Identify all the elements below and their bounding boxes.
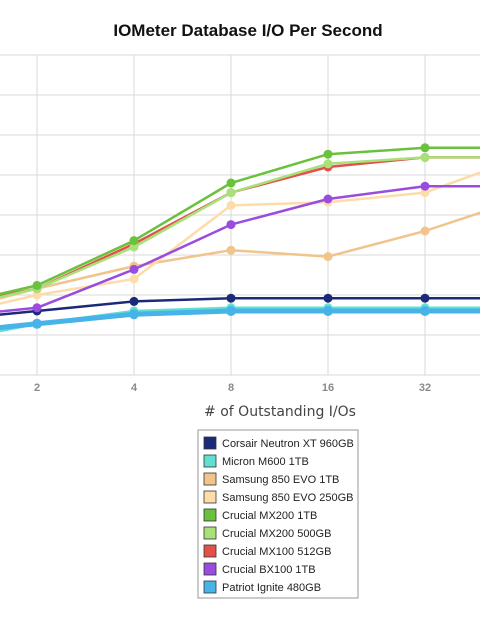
data-point <box>420 143 430 153</box>
data-point <box>420 152 430 162</box>
data-point <box>226 220 236 230</box>
x-axis-label: # of Outstanding I/Os <box>204 404 356 420</box>
legend-label: Samsung 850 EVO 1TB <box>222 474 339 486</box>
data-point <box>226 188 236 198</box>
legend-label: Crucial MX200 500GB <box>222 528 331 540</box>
data-point <box>32 280 42 290</box>
data-point <box>129 309 139 320</box>
data-point <box>420 188 430 198</box>
data-point <box>323 306 333 316</box>
data-point <box>129 264 139 274</box>
data-point <box>420 226 430 236</box>
data-point <box>129 296 139 306</box>
series-line <box>0 308 480 330</box>
x-tick-label: 8 <box>228 382 234 394</box>
data-point <box>226 178 236 188</box>
series-6 <box>0 152 480 298</box>
data-point <box>420 306 430 316</box>
legend-label: Crucial MX100 512GB <box>222 546 331 558</box>
series-line <box>0 211 480 300</box>
x-tick-label: 32 <box>419 382 431 394</box>
data-point <box>323 159 333 169</box>
x-tick-label: 2 <box>34 382 40 394</box>
legend-label: Corsair Neutron XT 960GB <box>222 438 354 450</box>
data-point <box>129 236 139 246</box>
legend-label: Crucial MX200 1TB <box>222 510 317 522</box>
legend-swatch <box>203 562 217 576</box>
x-tick-label: 16 <box>322 382 334 394</box>
series-5 <box>0 152 480 299</box>
x-tick-label: 4 <box>131 382 138 394</box>
grid <box>0 54 480 376</box>
data-point <box>226 200 236 210</box>
legend-swatch <box>203 472 217 486</box>
data-point <box>32 290 42 300</box>
legend-swatch <box>203 526 217 540</box>
series-8 <box>0 306 480 330</box>
legend-swatch <box>203 490 217 504</box>
legend-label: Micron M600 1TB <box>222 456 309 468</box>
legend-label: Crucial BX100 1TB <box>222 564 316 576</box>
legend-swatch <box>203 508 217 522</box>
legend-swatch <box>203 544 217 558</box>
legend: Corsair Neutron XT 960GB Micron M600 1TB S… <box>197 429 359 599</box>
data-point <box>32 303 42 313</box>
data-point <box>129 242 139 252</box>
data-point <box>129 274 139 284</box>
series-7 <box>0 181 480 313</box>
data-point <box>323 252 333 262</box>
legend-label: Samsung 850 EVO 250GB <box>222 492 353 504</box>
data-point <box>226 306 236 316</box>
data-point <box>323 293 333 303</box>
series-2 <box>0 211 480 300</box>
series-4 <box>0 143 480 296</box>
legend-swatch <box>203 580 217 594</box>
data-point <box>323 194 333 204</box>
x-ticks: 2 4 8 16 32 <box>34 382 431 394</box>
data-point <box>420 293 430 303</box>
legend-swatch <box>203 454 217 468</box>
series-line <box>0 146 480 296</box>
legend-swatch <box>203 436 217 450</box>
data-point <box>420 181 430 191</box>
data-point <box>32 318 42 329</box>
legend-label: Patriot Ignite 480GB <box>222 582 321 594</box>
data-point <box>323 149 333 159</box>
series-3 <box>0 171 480 305</box>
data-point <box>226 245 236 255</box>
data-point <box>226 293 236 303</box>
legend-box <box>197 429 359 599</box>
chart-title: IOMeter Database I/O Per Second <box>113 21 382 40</box>
series-group <box>0 143 480 333</box>
